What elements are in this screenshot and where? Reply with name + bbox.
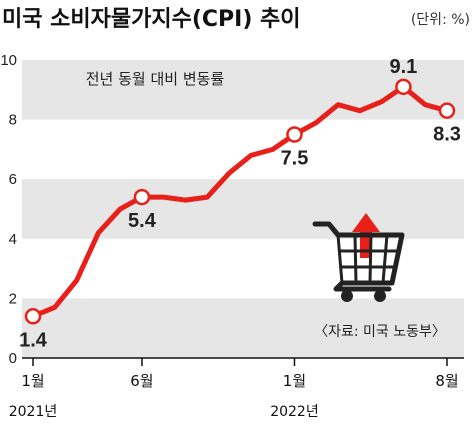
data-point-marker: [438, 102, 456, 119]
y-tick-label: 6: [9, 171, 17, 188]
x-year-label: 2021년: [9, 404, 58, 420]
series-line: [30, 84, 450, 319]
data-labels: 1.4 5.4 7.5 9.1 8.3: [19, 56, 461, 351]
background-bands: [22, 60, 464, 358]
data-point-marker: [133, 188, 151, 206]
data-label: 1.4: [19, 329, 48, 351]
chart-subtitle: 전년 동월 대비 변동률: [86, 70, 225, 88]
chart-title: 미국 소비자물가지수(CPI) 추이: [2, 7, 301, 32]
x-tick-label: 6월: [130, 372, 153, 390]
markers: [24, 78, 456, 325]
x-tick-label: 1월: [283, 372, 306, 390]
x-tick-label: 1월: [21, 372, 44, 390]
grid-band: [22, 179, 464, 239]
x-tick-label: 8월: [435, 372, 458, 390]
cpi-series-line: [30, 84, 450, 319]
shopping-cart-up-arrow-icon: [312, 213, 405, 302]
data-label: 9.1: [390, 56, 418, 78]
data-label: 7.5: [281, 148, 309, 170]
data-point-marker: [395, 78, 412, 96]
x-year-label: 2022년: [270, 404, 319, 420]
y-tick-label: 10: [0, 52, 17, 69]
y-tick-label: 4: [9, 231, 17, 248]
data-label: 5.4: [128, 210, 157, 232]
y-tick-label: 2: [9, 290, 17, 307]
data-point-marker: [24, 308, 42, 325]
grid-band: [22, 298, 464, 358]
source-label: 〈자료: 미국 노동부〉: [314, 324, 446, 340]
grid-band: [22, 60, 464, 120]
data-point-marker: [286, 126, 303, 143]
y-tick-label: 0: [9, 350, 17, 367]
unit-label: (단위: %): [411, 12, 470, 28]
y-tick-label: 8: [9, 112, 17, 129]
x-axis: 1월 2021년 6월 1월 2022년 8월: [9, 357, 464, 420]
data-label: 8.3: [433, 124, 461, 146]
y-axis: 0 2 4 6 8 10: [0, 52, 17, 367]
